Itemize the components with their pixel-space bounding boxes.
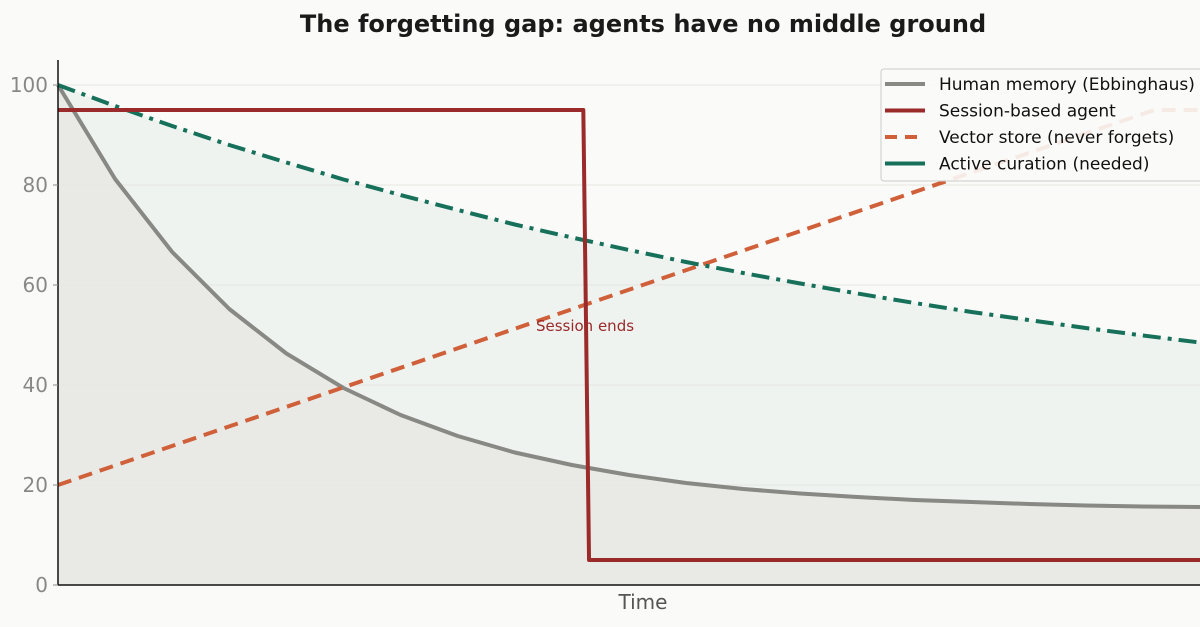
y-tick-label: 0 [35, 573, 48, 597]
legend-label: Active curation (needed) [939, 155, 1149, 175]
legend-label: Session-based agent [939, 102, 1116, 122]
chart-title: The forgetting gap: agents have no middl… [300, 10, 986, 38]
legend-item-human-memory-ebbinghaus: Human memory (Ebbinghaus) [885, 75, 1195, 95]
y-tick-label: 60 [23, 273, 48, 297]
series-line-human-memory-ebbinghaus [56, 83, 1200, 509]
legend-label: Human memory (Ebbinghaus) [939, 75, 1195, 95]
legend-item-vector-store-never-forgets: Vector store (never forgets) [885, 128, 1174, 148]
y-tick-label: 100 [10, 73, 48, 97]
human-memory-fill [58, 85, 1200, 585]
series-line-session-based-agent [58, 108, 1200, 562]
series-line-active-curation-needed [57, 83, 1200, 345]
y-tick-label: 80 [23, 173, 48, 197]
legend: Human memory (Ebbinghaus) Session-based a… [880, 68, 1200, 182]
legend-box [880, 68, 1200, 182]
y-tick-label: 40 [23, 373, 48, 397]
curation-gap-fill [58, 85, 1200, 507]
x-axis-label: Time [618, 590, 668, 614]
legend-item-session-based-agent: Session-based agent [885, 102, 1116, 122]
legend-item-active-curation-needed: Active curation (needed) [885, 155, 1149, 175]
annotation-session-ends: Session ends [536, 317, 634, 335]
y-tick-label: 20 [23, 473, 48, 497]
legend-label: Vector store (never forgets) [939, 128, 1174, 148]
